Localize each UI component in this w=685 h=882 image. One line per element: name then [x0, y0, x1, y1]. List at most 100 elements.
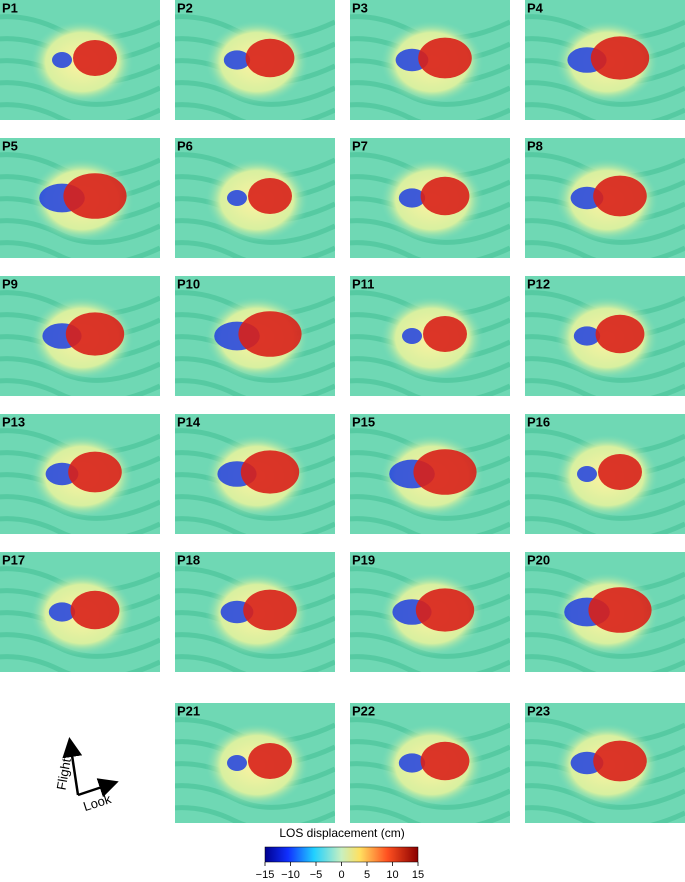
terrain-stripe [525, 240, 685, 258]
uplift-lobe [248, 178, 292, 214]
terrain-stripe [525, 378, 685, 396]
panel [525, 414, 685, 534]
terrain-stripe [0, 102, 160, 120]
uplift-lobe [73, 40, 117, 76]
panel-label: P1 [2, 0, 18, 15]
colorbar [264, 846, 419, 863]
look-label: Look [81, 791, 113, 814]
panel-label: P19 [352, 552, 375, 567]
panel-label: P15 [352, 414, 375, 429]
terrain-stripe [350, 654, 510, 672]
terrain-stripe [0, 378, 160, 396]
direction-arrows: Flight Look [54, 737, 119, 814]
uplift-lobe [70, 590, 120, 630]
panel-label: P9 [2, 276, 18, 291]
panel [525, 552, 685, 672]
terrain-stripe [350, 102, 510, 120]
uplift-lobe [65, 312, 125, 356]
uplift-lobe [595, 314, 645, 354]
uplift-lobe [588, 587, 652, 633]
panel-label: P4 [527, 0, 544, 15]
terrain-stripe [175, 378, 335, 396]
terrain-stripe [525, 654, 685, 672]
colorbar-tick-label: −15 [256, 869, 275, 881]
panel-label: P20 [527, 552, 550, 567]
uplift-lobe [420, 176, 470, 216]
terrain-stripe [175, 240, 335, 258]
uplift-lobe [415, 588, 475, 632]
panel [350, 703, 510, 823]
panel-label: P2 [177, 0, 193, 15]
terrain-stripe [175, 654, 335, 672]
panel [350, 276, 510, 396]
panel [350, 552, 510, 672]
panel-label: P6 [177, 138, 193, 153]
subsidence-lobe [223, 50, 251, 70]
terrain-stripe [0, 516, 160, 534]
terrain-stripe [175, 516, 335, 534]
panel [175, 138, 335, 258]
panel [175, 276, 335, 396]
panel [525, 138, 685, 258]
terrain-stripe [175, 805, 335, 823]
subsidence-lobe [398, 753, 426, 773]
terrain-stripe [350, 805, 510, 823]
panel-label: P11 [352, 276, 374, 291]
panel-label: P13 [2, 414, 25, 429]
colorbar-tick-label: −5 [310, 869, 323, 881]
uplift-lobe [63, 173, 127, 219]
terrain-stripe [155, 679, 335, 701]
panel-label: P12 [527, 276, 550, 291]
panel [0, 414, 160, 534]
terrain-stripe [505, 830, 685, 852]
panel [0, 276, 160, 396]
colorbar-tick-label: 5 [364, 869, 370, 881]
terrain-stripe [0, 240, 160, 258]
subsidence-lobe [227, 190, 247, 206]
subsidence-lobe [52, 52, 72, 68]
panel-label: P23 [527, 703, 550, 718]
panel [0, 0, 160, 120]
uplift-lobe [590, 36, 650, 80]
uplift-lobe [238, 311, 302, 357]
colorbar-tick-label: −10 [281, 869, 300, 881]
panel [155, 552, 335, 701]
uplift-lobe [598, 454, 642, 490]
colorbar-tick-label: 10 [386, 869, 398, 881]
subsidence-lobe [573, 326, 601, 346]
uplift-lobe [420, 741, 470, 781]
panel [350, 0, 510, 120]
panel [0, 138, 160, 258]
terrain-stripe [525, 102, 685, 120]
panel [175, 414, 335, 534]
uplift-lobe [423, 316, 467, 352]
subsidence-lobe [402, 328, 422, 344]
subsidence-lobe [577, 466, 597, 482]
uplift-lobe [413, 449, 477, 495]
uplift-lobe [593, 175, 647, 217]
panel [525, 0, 685, 120]
panel [175, 703, 335, 823]
subsidence-lobe [398, 188, 426, 208]
panel-label: P10 [177, 276, 200, 291]
terrain-stripe [525, 805, 685, 823]
terrain-stripe [0, 679, 160, 701]
panel-label: P18 [177, 552, 200, 567]
panel [525, 276, 685, 396]
panel-label: P8 [527, 138, 543, 153]
terrain-stripe [350, 240, 510, 258]
terrain-stripe [175, 102, 335, 120]
panel-label: P14 [177, 414, 201, 429]
panel-label: P22 [352, 703, 375, 718]
uplift-lobe [68, 451, 122, 493]
uplift-lobe [243, 589, 297, 631]
panel-label: P21 [177, 703, 200, 718]
subsidence-lobe [227, 755, 247, 771]
panel [505, 703, 685, 852]
panel-label: P5 [2, 138, 18, 153]
terrain-stripe [350, 516, 510, 534]
flight-label: Flight [54, 757, 74, 791]
terrain-stripe [525, 516, 685, 534]
colorbar-tick-label: 15 [412, 869, 424, 881]
